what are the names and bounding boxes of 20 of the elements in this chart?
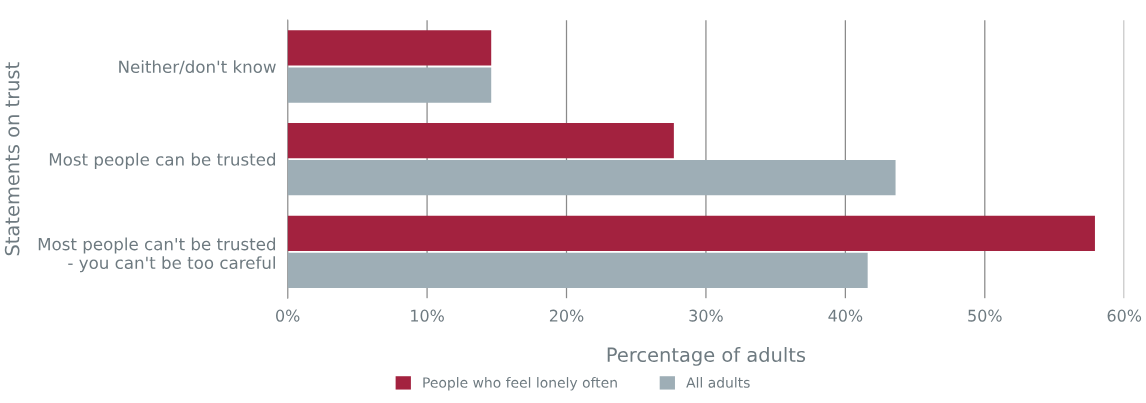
x-tick-label: 50% xyxy=(968,309,1002,322)
y-tick-label: Most people can be trusted xyxy=(49,152,276,169)
bar xyxy=(287,30,492,66)
y-tick-label: Most people can't be trusted - you can't be too careful xyxy=(38,237,276,273)
bar xyxy=(287,123,674,159)
x-axis-title: Percentage of adults xyxy=(607,347,806,366)
y-tick-label: Neither/don't know xyxy=(119,60,276,75)
x-tick-label: 0% xyxy=(276,309,300,322)
legend-label: All adults xyxy=(686,377,750,388)
x-tick-label: 30% xyxy=(689,309,723,322)
legend-label: People who feel lonely often xyxy=(423,377,617,391)
x-tick-label: 10% xyxy=(411,309,444,322)
bar xyxy=(287,215,1095,251)
bar xyxy=(287,67,492,103)
y-axis-title: Statements on trust xyxy=(4,62,20,256)
x-tick-label: 40% xyxy=(828,309,863,322)
x-tick-label: 20% xyxy=(549,309,584,322)
x-tick-label: 60% xyxy=(1107,309,1142,322)
bar xyxy=(287,252,868,289)
bar xyxy=(287,160,896,196)
